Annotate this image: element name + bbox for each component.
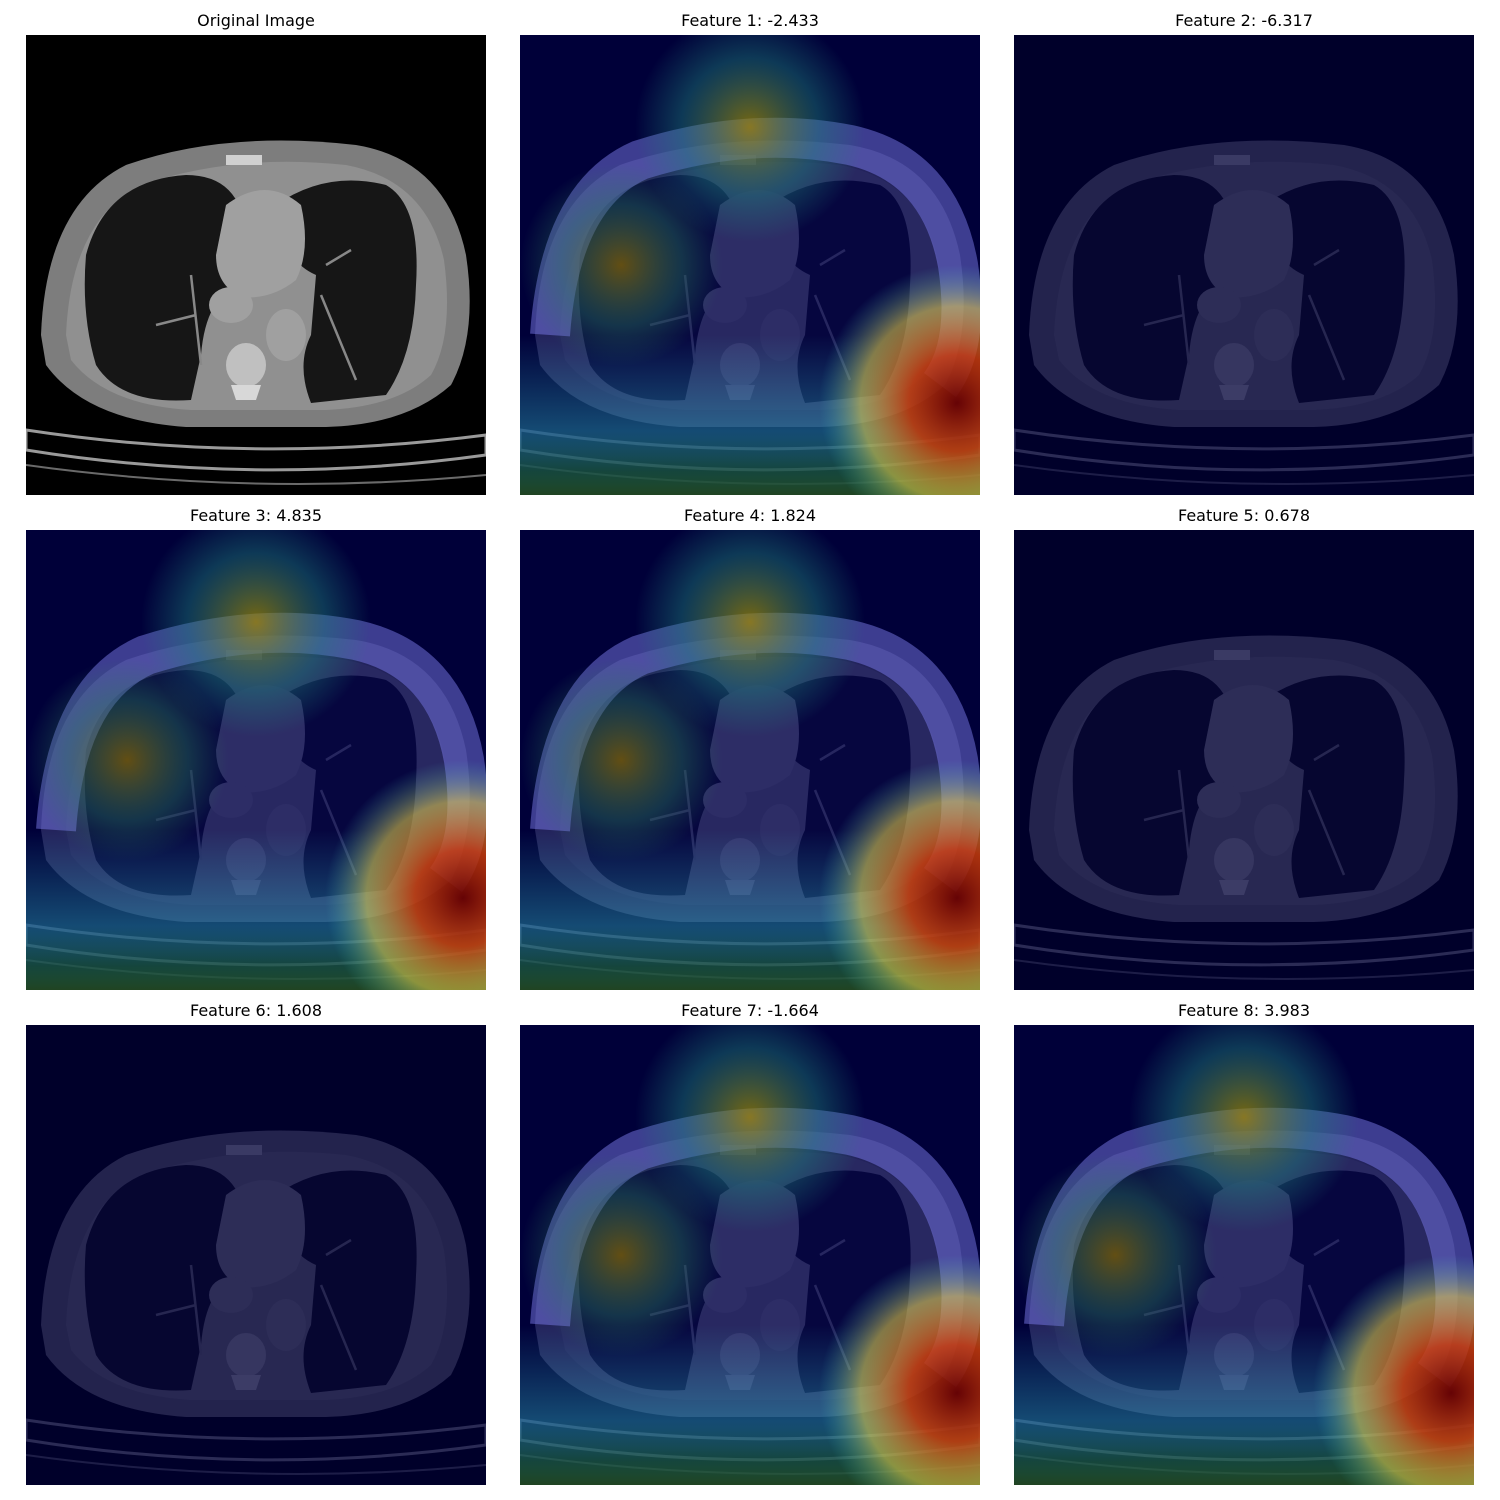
feature-heatmap-image [26, 530, 486, 990]
feature-heatmap-image [1014, 530, 1474, 990]
feature-heatmap-image [520, 1025, 980, 1485]
feature-heatmap-image [520, 530, 980, 990]
panel-title: Feature 7: -1.664 [681, 1001, 819, 1020]
panel-title: Feature 1: -2.433 [681, 11, 819, 30]
panel-title: Feature 2: -6.317 [1175, 11, 1313, 30]
panel-title: Feature 4: 1.824 [683, 506, 816, 525]
panel-title: Feature 8: 3.983 [1177, 1001, 1310, 1020]
panel-title: Feature 6: 1.608 [189, 1001, 322, 1020]
ct-scan-image [26, 35, 486, 495]
feature-heatmap-image [1014, 1025, 1474, 1485]
panel-title: Feature 5: 0.678 [1177, 506, 1310, 525]
panel-title: Feature 3: 4.835 [189, 506, 322, 525]
feature-heatmap-image [26, 1025, 486, 1485]
feature-heatmap-image [1014, 35, 1474, 495]
feature-heatmap-image [520, 35, 980, 495]
panel-title: Original Image [197, 11, 315, 30]
